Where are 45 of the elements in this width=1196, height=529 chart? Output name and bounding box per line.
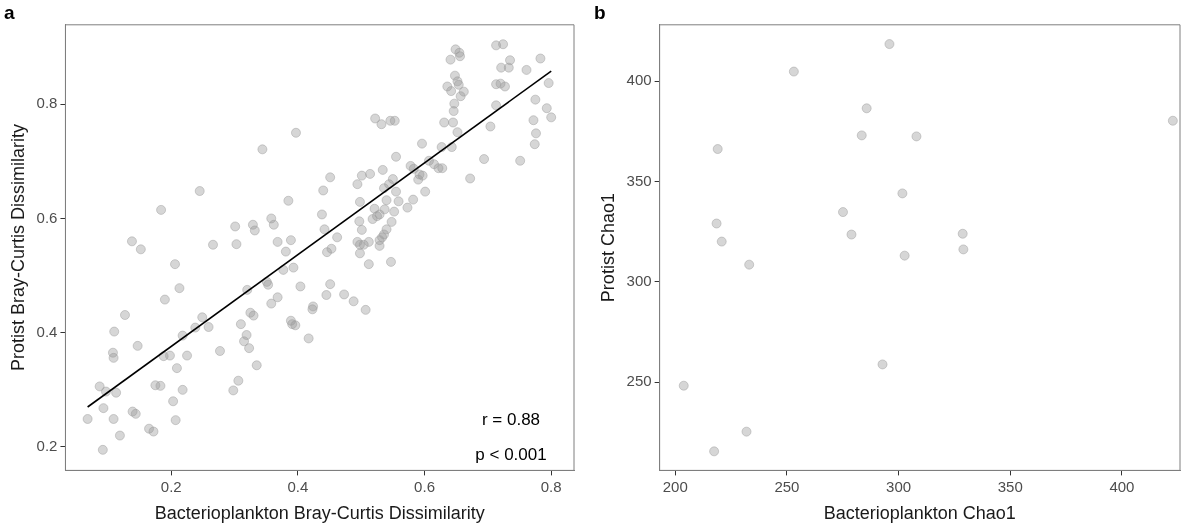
point: [877, 359, 888, 370]
annotation: r = 0.88: [481, 410, 541, 430]
point: [788, 66, 799, 77]
x-axis-title: Bacterioplankton Bray-Curtis Dissimilarity: [154, 503, 485, 524]
point: [856, 130, 867, 141]
annotation: p < 0.001: [475, 445, 547, 465]
x-tick-label: 250: [774, 477, 800, 495]
x-axis-title: Bacterioplankton Chao1: [823, 503, 1016, 524]
point: [744, 259, 755, 270]
point: [712, 144, 723, 155]
x-tick-label: 0.2: [160, 477, 182, 495]
y-tick-label: 350: [626, 171, 652, 189]
chart-title: a: [4, 1, 15, 23]
y-tick-label: 400: [626, 71, 652, 89]
point: [958, 244, 969, 255]
x-tick-label: 0.4: [287, 477, 309, 495]
point: [678, 380, 689, 391]
x-tick-label: 200: [662, 477, 688, 495]
point: [884, 39, 895, 50]
x-tick-label: 400: [1109, 477, 1135, 495]
y-tick-label: 0.6: [36, 208, 58, 226]
point: [899, 250, 910, 261]
point: [846, 229, 857, 240]
y-axis-title: Protist Bray-Curtis Dissimilarity: [7, 124, 28, 372]
point: [1167, 115, 1178, 126]
x-tick-label: 350: [997, 477, 1023, 495]
point: [716, 236, 727, 247]
x-tick-label: 0.8: [540, 477, 562, 495]
point: [957, 228, 968, 239]
y-tick-label: 0.4: [36, 322, 58, 340]
point: [897, 188, 908, 199]
y-tick-label: 300: [626, 271, 652, 289]
y-axis-title: Protist Chao1: [597, 193, 618, 303]
point: [741, 426, 752, 437]
point: [711, 218, 722, 229]
x-tick-label: 300: [886, 477, 912, 495]
x-tick-label: 0.6: [414, 477, 435, 495]
chart-title: b: [594, 1, 606, 23]
point: [709, 446, 720, 457]
point: [911, 131, 922, 142]
point: [861, 103, 872, 114]
y-tick-label: 0.8: [36, 94, 58, 112]
point: [837, 207, 848, 218]
y-tick-label: 0.2: [36, 437, 58, 455]
y-tick-label: 250: [626, 372, 652, 390]
